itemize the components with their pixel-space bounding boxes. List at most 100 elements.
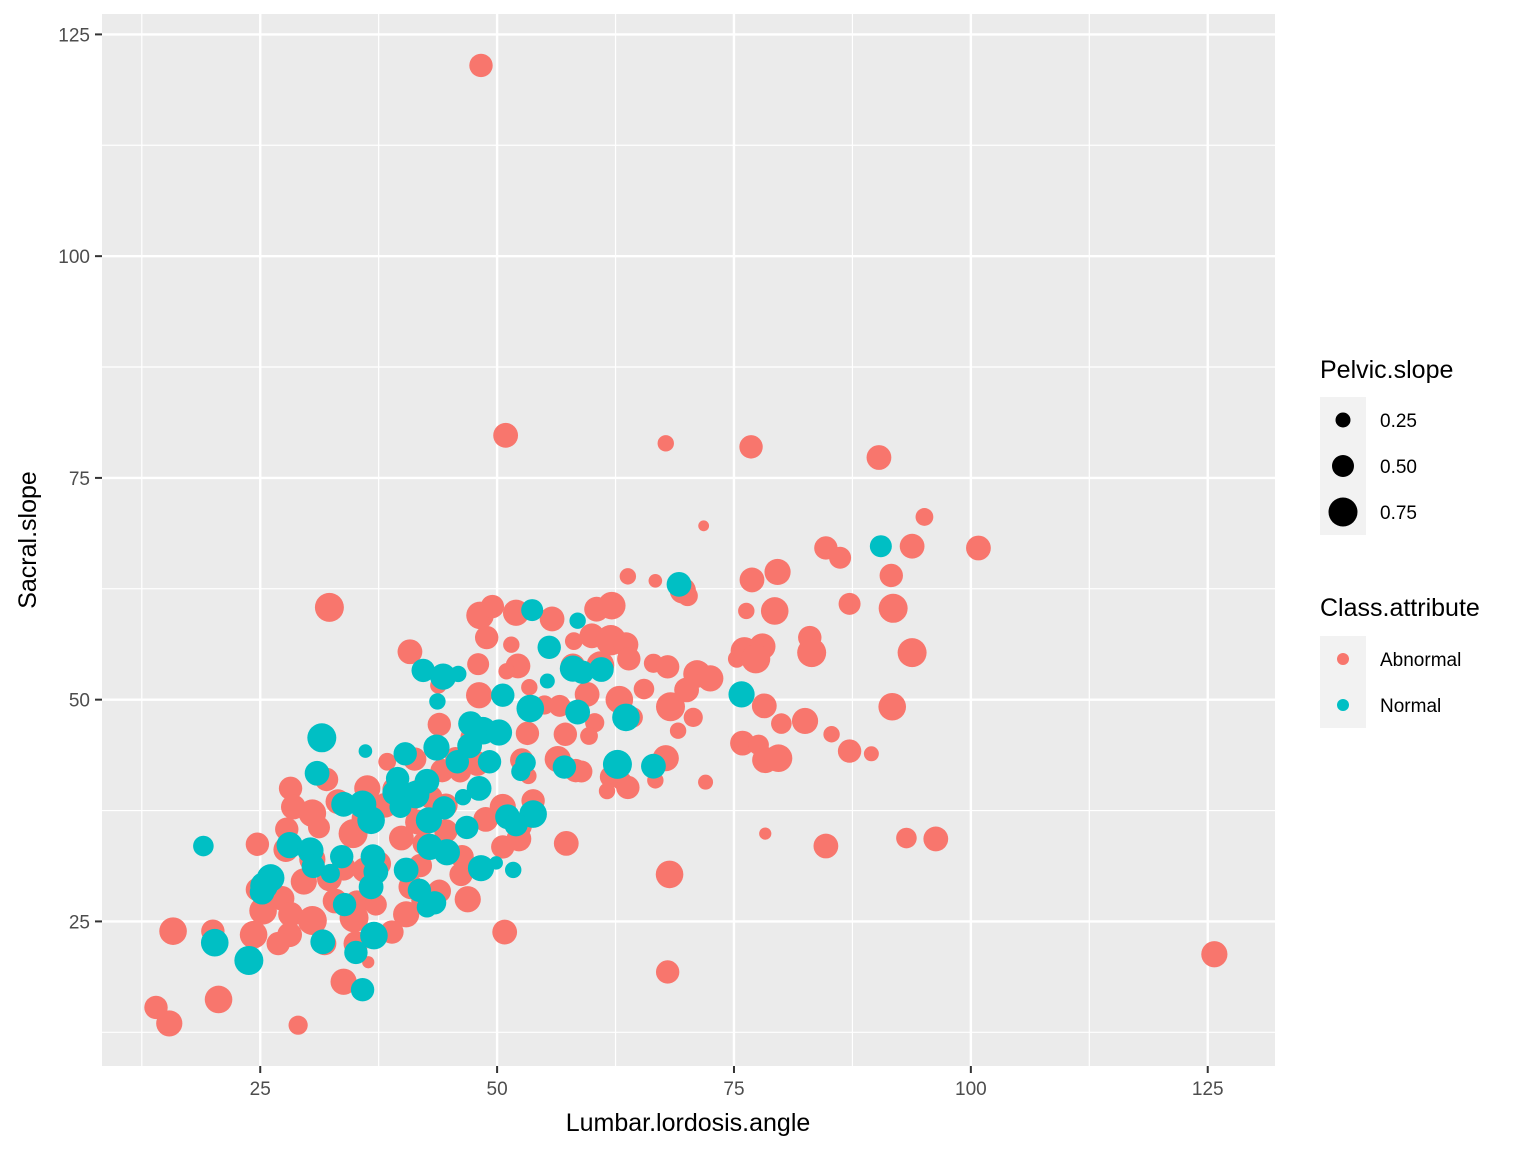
data-point: [923, 826, 949, 852]
data-point: [537, 635, 561, 660]
data-point: [389, 825, 414, 851]
data-point: [204, 985, 233, 1014]
data-point: [200, 928, 229, 957]
data-point: [764, 744, 793, 773]
data-point: [869, 535, 892, 558]
data-point: [602, 749, 632, 779]
color-legend-label: Normal: [1380, 696, 1441, 717]
color-legend-label: Abnormal: [1380, 650, 1461, 671]
data-point: [878, 593, 908, 623]
data-point: [492, 919, 518, 945]
data-point: [539, 673, 555, 689]
color-legend-keys: Abnormal Normal: [1320, 636, 1461, 728]
data-point: [433, 839, 460, 866]
data-point: [823, 726, 840, 743]
legend: Pelvic.slope 0.25 0.50 0.75 Class.attribut…: [1320, 356, 1480, 728]
x-tick-label: 75: [723, 1079, 744, 1100]
data-point: [304, 760, 330, 786]
data-point: [655, 692, 685, 722]
y-tick-label: 125: [58, 25, 90, 46]
data-point: [332, 892, 357, 917]
points-layer: [144, 53, 1228, 1037]
data-point: [344, 940, 368, 965]
data-point: [467, 653, 490, 676]
data-point: [454, 789, 472, 806]
data-point: [829, 546, 852, 569]
size-legend-keys: 0.25 0.50 0.75: [1320, 397, 1417, 535]
data-point: [739, 567, 765, 593]
data-point: [866, 445, 892, 470]
data-point: [897, 638, 927, 668]
data-point: [683, 707, 703, 728]
x-tick-label: 50: [487, 1079, 508, 1100]
data-point: [489, 856, 503, 870]
data-point: [350, 978, 375, 1002]
data-point: [485, 719, 513, 746]
data-point: [863, 746, 879, 762]
data-point: [511, 761, 531, 782]
data-point: [727, 649, 746, 668]
data-point: [234, 945, 264, 975]
data-point: [741, 644, 771, 674]
data-point: [899, 533, 925, 559]
color-legend-title: Class.attribute: [1320, 594, 1480, 622]
data-point: [278, 776, 303, 801]
data-point: [245, 832, 270, 856]
data-point: [330, 844, 354, 869]
data-point: [504, 813, 528, 837]
data-point: [619, 568, 637, 585]
data-point: [966, 535, 991, 561]
series-normal: [193, 535, 892, 1002]
data-point: [307, 723, 337, 753]
data-point: [837, 739, 862, 763]
data-point: [616, 775, 640, 800]
data-point: [516, 694, 545, 723]
data-point: [467, 855, 495, 882]
data-point: [427, 712, 452, 737]
data-point: [156, 1010, 183, 1037]
data-point: [698, 774, 714, 790]
data-point: [422, 891, 447, 915]
data-point: [674, 677, 700, 703]
data-point: [193, 835, 214, 857]
color-legend-dot: [1337, 653, 1349, 665]
data-point: [915, 508, 934, 526]
data-point: [1201, 941, 1228, 968]
x-axis: 25 50 75 100 125: [250, 1066, 1224, 1100]
data-point: [505, 861, 522, 879]
data-point: [553, 830, 579, 856]
data-point: [730, 730, 755, 756]
data-point: [552, 755, 577, 779]
data-point: [633, 678, 655, 700]
data-point: [738, 602, 755, 620]
data-point: [655, 960, 680, 984]
data-point: [570, 660, 595, 684]
data-point: [455, 815, 479, 840]
data-point: [249, 879, 275, 905]
data-point: [657, 435, 674, 452]
data-point: [411, 658, 435, 683]
data-point: [454, 886, 481, 913]
data-point: [598, 782, 616, 800]
data-point: [297, 906, 327, 936]
data-point: [445, 750, 470, 774]
data-point: [307, 816, 330, 839]
data-point: [697, 665, 724, 692]
data-point: [569, 612, 586, 629]
color-legend-dot: [1337, 699, 1349, 711]
data-point: [310, 929, 336, 955]
data-point: [553, 722, 578, 746]
data-point: [423, 734, 450, 761]
data-point: [503, 636, 520, 653]
size-legend-dot: [1328, 497, 1358, 527]
data-point: [320, 863, 340, 884]
data-point: [473, 807, 499, 832]
data-point: [393, 901, 420, 928]
y-tick-label: 100: [58, 247, 90, 268]
data-point: [239, 920, 268, 949]
x-tick-label: 100: [955, 1079, 987, 1100]
data-point: [588, 657, 614, 682]
data-point: [648, 574, 663, 588]
data-point: [838, 592, 861, 615]
data-point: [612, 703, 640, 732]
